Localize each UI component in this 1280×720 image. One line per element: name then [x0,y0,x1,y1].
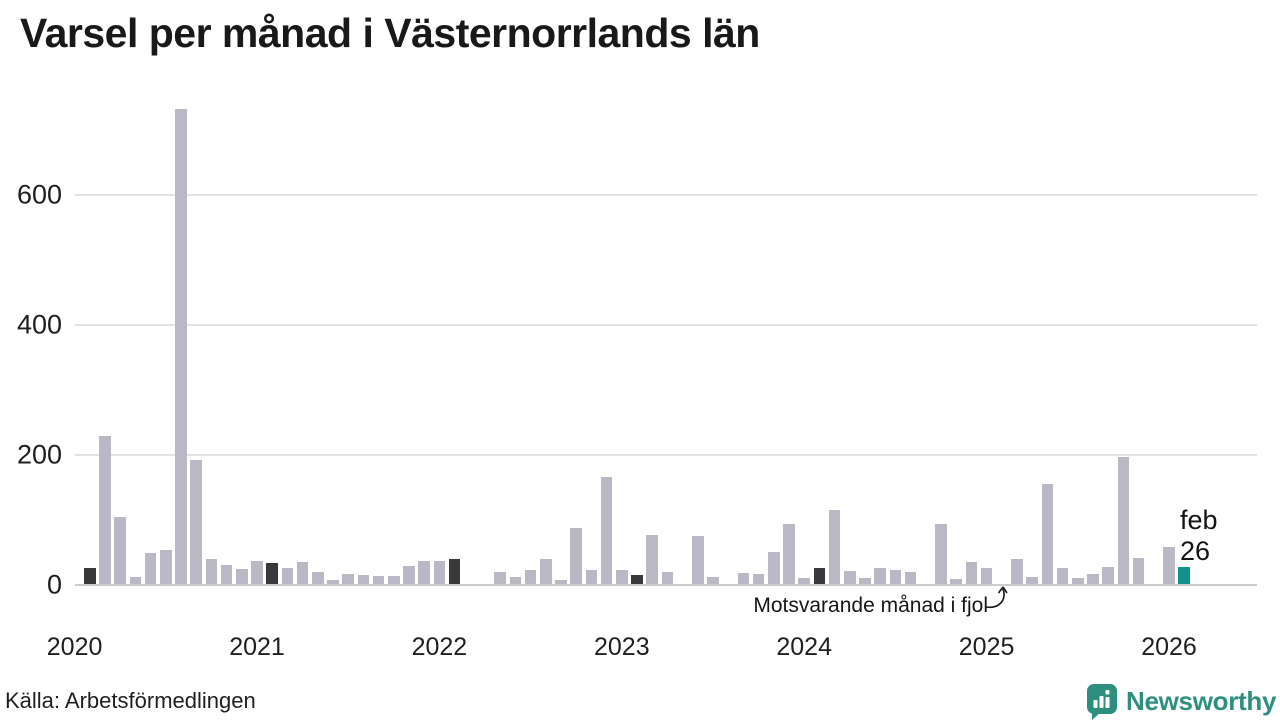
bar-2021-07 [342,574,354,585]
x-tick-label-2023: 2023 [593,633,650,661]
bar-2024-12 [965,561,978,584]
x-tick-label-2022: 2022 [411,633,468,661]
end-label-value: 26 [1180,536,1211,566]
bar-2020-03 [99,436,111,584]
newsworthy-logo-text: Newsworthy [1126,686,1277,716]
bar-2023-06 [692,535,704,584]
bar-2021-05 [312,571,324,584]
y-tick-label-0: 0 [46,569,62,600]
gridline-200 [75,454,1257,456]
bar-2020-05 [129,576,142,585]
bar-2023-09 [737,573,750,585]
bar-2021-12 [418,561,430,585]
bar-2021-04 [296,561,309,584]
bar-2024-02 [813,567,826,585]
bar-2020-07 [160,550,172,584]
bar-2022-07 [524,569,537,584]
bar-2023-01 [616,570,628,585]
end-label-month: feb [1180,505,1218,535]
bar-2025-01 [980,568,993,584]
bar-2025-11 [1132,558,1145,584]
bar-2025-10 [1117,457,1130,585]
annotation-arrow-icon [975,578,1017,614]
bar-2024-08 [904,572,917,584]
chart-title: Varsel per månad i Västernorrlands län [20,10,760,56]
newsworthy-logo: Newsworthy [1086,683,1276,720]
y-tick-label-600: 600 [16,179,62,210]
bar-2023-11 [768,551,780,584]
bar-2025-06 [1056,568,1069,584]
bar-2025-08 [1087,574,1099,585]
bar-2023-07 [707,576,719,585]
bar-2024-05 [859,577,871,584]
end-label: feb 26 [1180,505,1218,567]
bar-2025-07 [1072,577,1084,584]
annotation-text: Motsvarande månad i fjol [753,594,988,617]
x-axis-line [75,584,1257,586]
bar-2020-09 [190,459,202,585]
source-text: Källa: Arbetsförmedlingen [5,688,256,713]
newsworthy-logo-icon [1086,683,1118,720]
bar-2023-12 [783,524,795,584]
x-tick-label-2024: 2024 [776,633,832,661]
bar-2022-06 [509,576,522,585]
bar-2026-01 [1163,547,1175,585]
bar-2020-02 [84,567,96,585]
bar-2021-11 [403,565,415,584]
bar-2020-08 [175,108,187,584]
bar-2025-04 [1026,576,1038,585]
bar-2021-10 [388,575,400,584]
bar-2024-07 [889,569,902,584]
x-tick-label-2020: 2020 [46,633,103,661]
y-tick-label-200: 200 [16,439,62,470]
bar-2023-03 [646,535,658,585]
bar-2023-04 [661,572,674,584]
bar-2022-05 [494,571,506,584]
bar-2020-04 [114,517,126,584]
bar-2020-10 [205,558,218,584]
bar-2022-11 [585,570,598,585]
bar-2022-01 [433,561,446,585]
bar-2021-06 [327,580,339,584]
gridline-600 [75,194,1257,196]
bar-2022-09 [555,579,567,584]
bar-2023-10 [752,574,765,585]
bar-2023-02 [631,574,643,584]
bar-2020-11 [220,565,233,584]
bar-2021-03 [281,567,294,585]
bar-2024-10 [935,524,947,584]
bar-2021-02 [266,562,278,584]
bar-2021-09 [372,575,385,584]
bar-2021-08 [357,574,370,584]
bar-2022-10 [570,527,582,585]
bar-2021-01 [251,561,263,585]
bar-2024-06 [874,568,886,584]
bar-2025-03 [1011,559,1023,584]
bar-2020-12 [236,569,248,584]
bar-2022-12 [600,477,613,584]
bar-2020-06 [144,552,157,584]
bar-2024-11 [950,578,962,584]
bar-2024-01 [798,577,810,584]
bar-2026-02 [1178,567,1190,584]
bar-2022-02 [448,558,461,584]
x-tick-label-2021: 2021 [229,633,285,661]
bar-2025-09 [1102,567,1114,584]
bar-2024-04 [844,571,856,584]
x-tick-label-2025: 2025 [958,633,1015,661]
bar-2022-08 [540,559,552,584]
gridline-400 [75,324,1257,326]
y-tick-label-400: 400 [16,309,62,340]
bar-2025-05 [1041,483,1054,584]
bar-2024-03 [828,509,841,584]
x-tick-label-2026: 2026 [1141,633,1197,661]
